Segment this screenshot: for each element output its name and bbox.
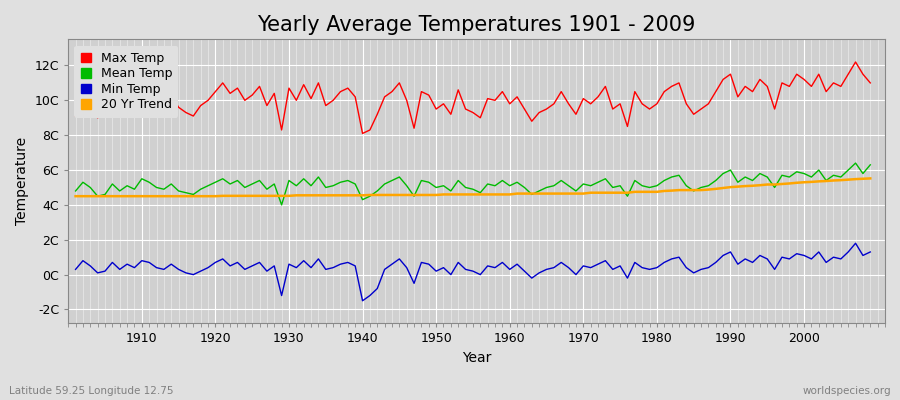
Legend: Max Temp, Mean Temp, Min Temp, 20 Yr Trend: Max Temp, Mean Temp, Min Temp, 20 Yr Tre… [75, 46, 178, 118]
Y-axis label: Temperature: Temperature [15, 137, 29, 226]
Text: worldspecies.org: worldspecies.org [803, 386, 891, 396]
Text: Latitude 59.25 Longitude 12.75: Latitude 59.25 Longitude 12.75 [9, 386, 174, 396]
Title: Yearly Average Temperatures 1901 - 2009: Yearly Average Temperatures 1901 - 2009 [257, 15, 696, 35]
X-axis label: Year: Year [462, 351, 491, 365]
